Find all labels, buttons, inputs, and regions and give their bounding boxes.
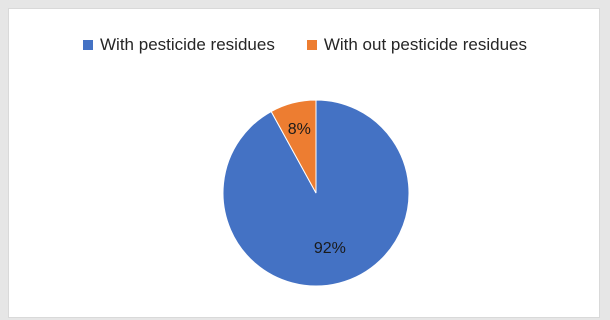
data-label-without-residues: 8% bbox=[288, 121, 311, 138]
legend-item-with-residues: With pesticide residues bbox=[83, 35, 275, 55]
slice-without-residues bbox=[270, 99, 317, 194]
chart-legend: With pesticide residues With out pestici… bbox=[9, 35, 601, 55]
legend-item-without-residues: With out pesticide residues bbox=[306, 35, 527, 55]
chart-frame: With pesticide residues With out pestici… bbox=[8, 8, 600, 318]
legend-label-without-residues: With out pesticide residues bbox=[323, 35, 527, 54]
legend-swatch-with-residues bbox=[83, 40, 94, 50]
data-label-with-residues: 92% bbox=[314, 240, 346, 257]
pie-chart: 92% 8% bbox=[222, 99, 410, 287]
legend-swatch-without-residues bbox=[306, 40, 317, 50]
legend-label-with-residues: With pesticide residues bbox=[100, 35, 275, 54]
